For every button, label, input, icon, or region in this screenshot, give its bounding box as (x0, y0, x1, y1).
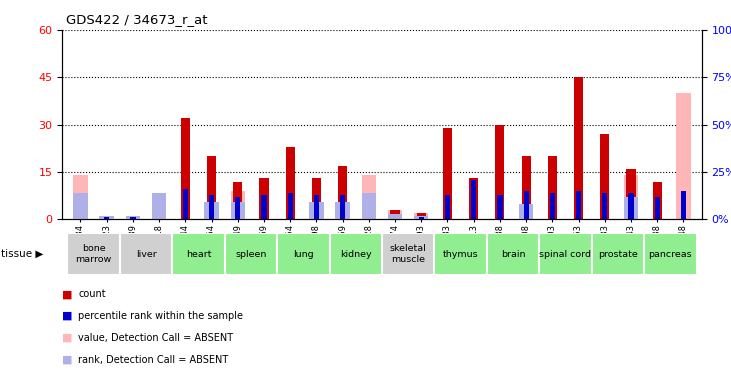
FancyBboxPatch shape (487, 233, 539, 275)
Bar (338, 166, 347, 219)
Bar (629, 193, 634, 219)
Bar (624, 175, 638, 219)
Bar (419, 217, 424, 219)
Bar (286, 147, 295, 219)
FancyBboxPatch shape (173, 233, 224, 275)
Text: ■: ■ (62, 355, 72, 364)
Bar (676, 93, 691, 219)
Text: thymus: thymus (443, 250, 478, 259)
Bar (309, 202, 324, 219)
Bar (414, 213, 428, 219)
Bar (126, 216, 140, 219)
Bar (497, 195, 502, 219)
Bar (362, 193, 376, 219)
Bar (576, 191, 581, 219)
Bar (414, 216, 428, 219)
Text: liver: liver (136, 250, 156, 259)
Bar (445, 195, 450, 219)
Text: GDS422 / 34673_r_at: GDS422 / 34673_r_at (66, 13, 208, 26)
Text: ■: ■ (62, 333, 72, 343)
Bar (548, 156, 557, 219)
Bar (181, 118, 190, 219)
Text: spinal cord: spinal cord (539, 250, 591, 259)
Bar (624, 196, 638, 219)
Text: pancreas: pancreas (648, 250, 692, 259)
Bar (626, 169, 635, 219)
Text: lung: lung (293, 250, 314, 259)
Bar (209, 195, 214, 219)
Bar (207, 156, 216, 219)
Bar (654, 196, 660, 219)
Bar (104, 217, 110, 219)
FancyBboxPatch shape (277, 233, 330, 275)
Text: tissue ▶: tissue ▶ (1, 249, 44, 259)
Bar (152, 200, 167, 219)
FancyBboxPatch shape (120, 233, 173, 275)
FancyBboxPatch shape (539, 233, 591, 275)
Text: rank, Detection Call = ABSENT: rank, Detection Call = ABSENT (78, 355, 229, 364)
FancyBboxPatch shape (67, 233, 120, 275)
Bar (521, 156, 531, 219)
Bar (73, 193, 88, 219)
Bar (73, 175, 88, 219)
Text: kidney: kidney (340, 250, 371, 259)
FancyBboxPatch shape (330, 233, 382, 275)
Bar (230, 202, 245, 219)
Bar (469, 178, 478, 219)
FancyBboxPatch shape (591, 233, 644, 275)
Text: skeletal
muscle: skeletal muscle (390, 244, 426, 264)
Bar (602, 193, 607, 219)
Text: percentile rank within the sample: percentile rank within the sample (78, 311, 243, 321)
Bar (260, 178, 268, 219)
Bar (262, 195, 267, 219)
Bar (600, 134, 610, 219)
Bar (235, 196, 240, 219)
Bar (183, 189, 188, 219)
Text: prostate: prostate (598, 250, 637, 259)
Text: count: count (78, 290, 106, 299)
Text: spleen: spleen (235, 250, 267, 259)
Text: value, Detection Call = ABSENT: value, Detection Call = ABSENT (78, 333, 233, 343)
Bar (417, 213, 426, 219)
Bar (205, 202, 219, 219)
Bar (99, 216, 114, 219)
Bar (314, 195, 319, 219)
Bar (443, 128, 452, 219)
Bar (287, 193, 293, 219)
FancyBboxPatch shape (434, 233, 487, 275)
Bar (523, 191, 529, 219)
Bar (653, 182, 662, 219)
Bar (362, 175, 376, 219)
FancyBboxPatch shape (644, 233, 697, 275)
Text: heart: heart (186, 250, 211, 259)
Text: ■: ■ (62, 290, 72, 299)
Text: brain: brain (501, 250, 526, 259)
Text: bone
marrow: bone marrow (75, 244, 112, 264)
Bar (519, 204, 534, 219)
Text: ■: ■ (62, 311, 72, 321)
FancyBboxPatch shape (224, 233, 277, 275)
Bar (152, 193, 167, 219)
Bar (130, 217, 135, 219)
Bar (388, 210, 402, 219)
Bar (233, 182, 243, 219)
Bar (471, 180, 477, 219)
Bar (312, 178, 321, 219)
Bar (550, 193, 555, 219)
Bar (230, 191, 245, 219)
Bar (388, 214, 402, 219)
FancyBboxPatch shape (382, 233, 434, 275)
Bar (340, 195, 345, 219)
Bar (390, 210, 400, 219)
Bar (496, 124, 504, 219)
Bar (574, 77, 583, 219)
Bar (336, 202, 350, 219)
Bar (681, 191, 686, 219)
